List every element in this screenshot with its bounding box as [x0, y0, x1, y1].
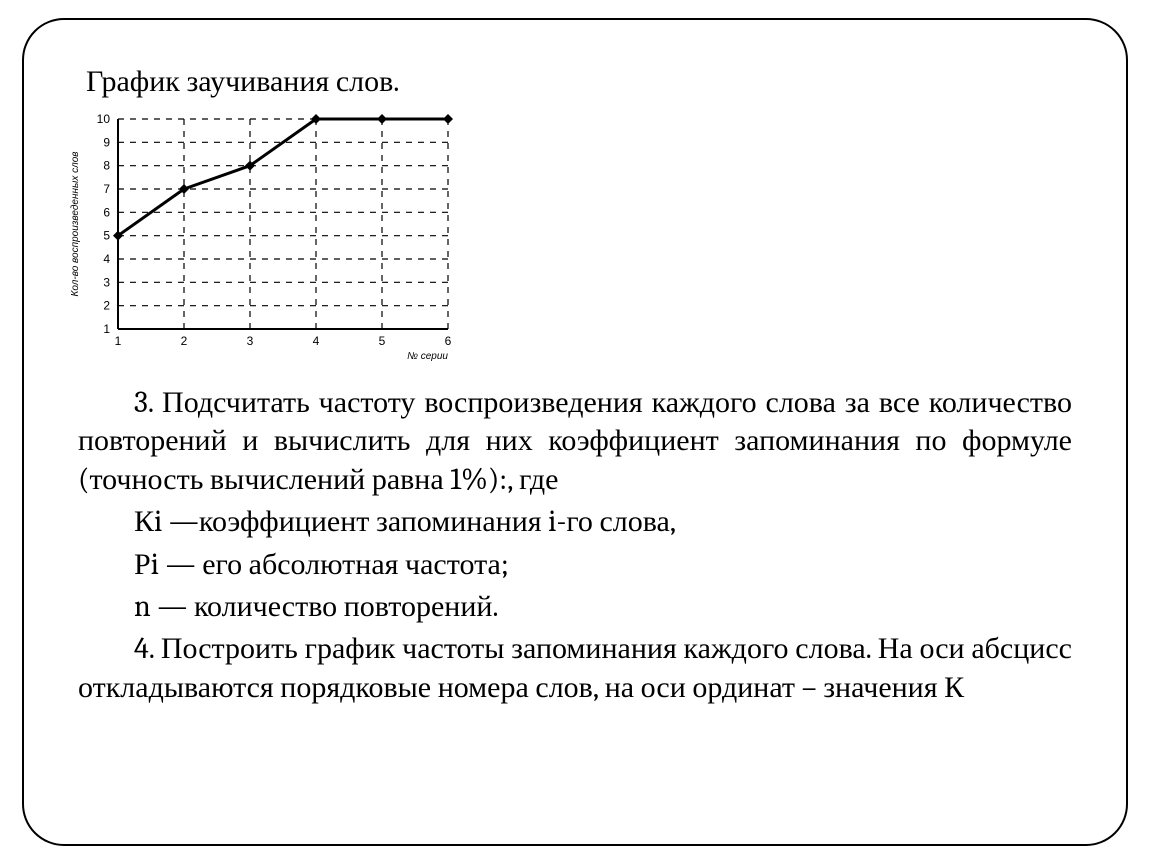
- svg-text:6: 6: [103, 205, 110, 219]
- slide: График заучивания слов. 1 2 3 4 5 6 7 8 9 10 1 2 3 4 5…: [0, 0, 1150, 864]
- svg-text:№ серии: № серии: [407, 351, 448, 362]
- svg-text:10: 10: [97, 112, 111, 126]
- body-text: 3. Подсчитать частоту воспроизведения ка…: [60, 384, 1090, 707]
- svg-text:1: 1: [115, 334, 122, 348]
- svg-text:3: 3: [103, 275, 110, 289]
- def-n: n — количество повторений.: [78, 588, 1072, 626]
- def-pi: Рi — его абсолютная частота;: [78, 546, 1072, 584]
- svg-text:1: 1: [103, 322, 110, 336]
- learning-chart: 1 2 3 4 5 6 7 8 9 10 1 2 3 4 5 6 Кол-во воспроизведенных…: [60, 107, 1090, 366]
- svg-text:7: 7: [103, 182, 110, 196]
- svg-text:6: 6: [445, 334, 452, 348]
- svg-text:2: 2: [181, 334, 188, 348]
- svg-text:4: 4: [103, 252, 110, 266]
- chart-svg: 1 2 3 4 5 6 7 8 9 10 1 2 3 4 5 6 Кол-во воспроизведенных…: [60, 107, 460, 362]
- svg-text:2: 2: [103, 299, 110, 313]
- paragraph-4: 4. Построить график частоты запоминания …: [78, 630, 1072, 707]
- svg-text:3: 3: [247, 334, 254, 348]
- svg-text:8: 8: [103, 159, 110, 173]
- svg-text:4: 4: [313, 334, 320, 348]
- def-ki: Кi —коэффициент запоминания i-го слова,: [78, 503, 1072, 541]
- svg-text:9: 9: [103, 135, 110, 149]
- svg-text:5: 5: [103, 229, 110, 243]
- page-title: График заучивания слов.: [86, 64, 1090, 99]
- svg-text:Кол-во воспроизведенных слов: Кол-во воспроизведенных слов: [70, 151, 81, 296]
- paragraph-3: 3. Подсчитать частоту воспроизведения ка…: [78, 384, 1072, 499]
- svg-text:5: 5: [379, 334, 386, 348]
